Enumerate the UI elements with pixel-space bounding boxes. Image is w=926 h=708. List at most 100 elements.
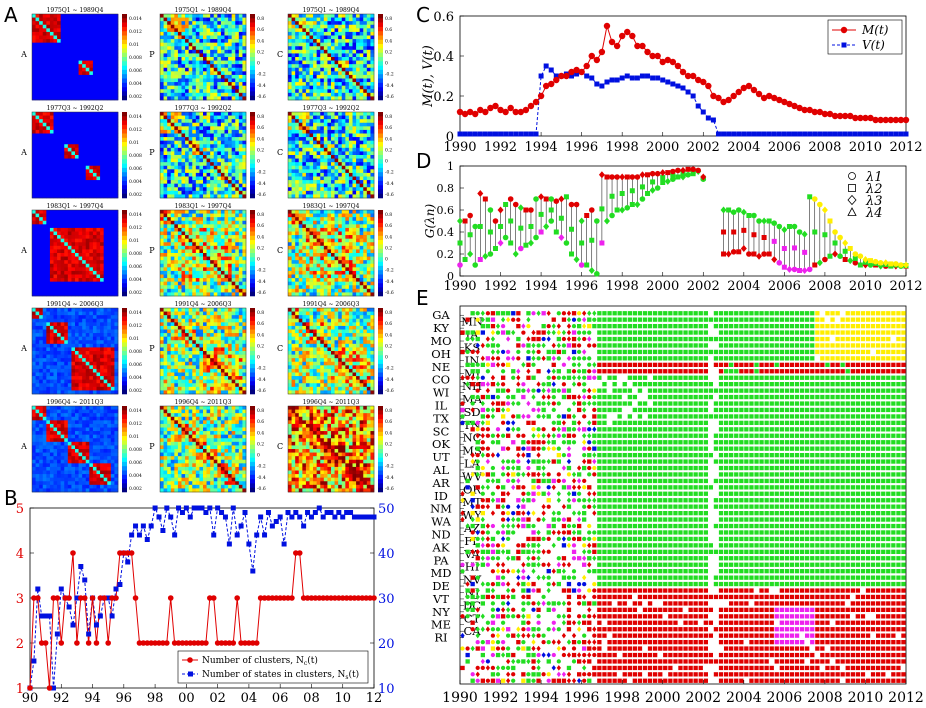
heatmap-cell	[359, 176, 364, 181]
heatmap-cell	[341, 172, 346, 177]
heatmap-cell	[316, 112, 321, 116]
heatmap-cell	[78, 224, 83, 229]
heatmap-cell	[195, 112, 200, 116]
colorbar-segment	[378, 176, 383, 182]
colorbar-segment	[378, 163, 383, 169]
heatmap-cell	[170, 165, 175, 170]
heatmap-cell	[188, 162, 193, 167]
heatmap-cell	[298, 155, 303, 159]
heatmap-cell	[64, 278, 69, 282]
colorbar-segment	[122, 14, 127, 19]
heatmap-cell	[57, 89, 61, 94]
heatmap-cell	[42, 292, 47, 297]
heatmap-cell	[89, 112, 94, 116]
heatmap-cell	[49, 115, 54, 120]
heatmap-cell	[206, 42, 211, 47]
heatmap-cell	[302, 165, 307, 170]
heatmap-cell	[181, 119, 186, 124]
heatmap-cell	[103, 231, 108, 236]
heatmap-cell	[177, 57, 182, 61]
heatmap-cell	[370, 133, 375, 138]
heatmap-cell	[192, 267, 197, 272]
heatmap-cell	[89, 180, 94, 184]
heatmap-cell	[188, 14, 193, 18]
heatmap-cell	[92, 35, 97, 40]
heatmap-cell	[323, 64, 328, 69]
heatmap-cell	[206, 249, 211, 254]
heatmap-cell	[203, 162, 207, 167]
heatmap-cell	[39, 112, 44, 116]
heatmap-cell	[57, 235, 61, 239]
colorbar-tick-label: 0.014	[129, 114, 142, 120]
heatmap-cell	[107, 67, 112, 72]
heatmap-cell	[60, 256, 65, 261]
heatmap-cell	[60, 165, 65, 170]
heatmap-cell	[114, 169, 119, 174]
heatmap-cell	[334, 137, 339, 141]
heatmap-cell	[75, 115, 79, 120]
heatmap-cell	[313, 137, 317, 141]
heatmap-cell	[107, 180, 112, 184]
heatmap-cell	[107, 24, 112, 29]
heatmap-cell	[298, 78, 303, 83]
heatmap-cell	[206, 227, 211, 232]
heatmap-cell	[316, 21, 321, 26]
heatmap-cell	[302, 28, 307, 33]
heatmap-cell	[107, 53, 112, 58]
heatmap-cell	[359, 129, 364, 134]
heatmap-cell	[199, 256, 204, 261]
heatmap-cell	[78, 270, 83, 275]
heatmap-cell	[163, 227, 168, 232]
heatmap-cell	[217, 122, 222, 127]
heatmap-cell	[75, 21, 79, 26]
heatmap-cell	[89, 224, 94, 229]
heatmap-cell	[160, 220, 164, 225]
heatmap-cell	[53, 285, 58, 290]
heatmap-cell	[352, 21, 357, 26]
heatmap-cell	[348, 158, 353, 163]
heatmap-cell	[231, 249, 236, 254]
heatmap-cell	[89, 57, 94, 61]
heatmap-cell	[238, 217, 243, 222]
heatmap-cell	[363, 21, 368, 26]
heatmap-cell	[323, 137, 328, 141]
heatmap-ylabel: C	[277, 246, 283, 255]
heatmap-cell	[305, 122, 310, 127]
heatmap-cell	[78, 158, 83, 163]
heatmap-cell	[32, 49, 36, 54]
heatmap-cell	[167, 162, 172, 167]
heatmap-cell	[341, 57, 346, 61]
heatmap-cell	[291, 85, 296, 90]
heatmap-cell	[203, 263, 207, 268]
heatmap-cell	[298, 35, 303, 40]
heatmap-cell	[348, 183, 353, 188]
heatmap-cell	[107, 85, 112, 90]
heatmap-cell	[313, 49, 317, 54]
heatmap-cell	[298, 190, 303, 195]
heatmap-cell	[46, 115, 51, 120]
heatmap-cell	[39, 285, 44, 290]
heatmap-cell	[75, 122, 79, 127]
heatmap-cell	[42, 263, 47, 268]
heatmap-cell	[92, 129, 97, 134]
heatmap-cell	[231, 144, 236, 149]
heatmap-cell	[295, 165, 300, 170]
heatmap-cell	[305, 96, 310, 101]
heatmap-cell	[338, 126, 343, 131]
heatmap-cell	[352, 24, 357, 29]
heatmap-cell	[188, 60, 193, 65]
heatmap-cell	[235, 112, 240, 116]
heatmap-cell	[177, 17, 182, 22]
heatmap-cell	[103, 92, 108, 97]
heatmap-cell	[206, 270, 211, 275]
heatmap-cell	[92, 260, 97, 265]
heatmap-cell	[96, 74, 101, 79]
heatmap-cell	[67, 187, 72, 192]
heatmap-cell	[235, 85, 240, 90]
heatmap-cell	[359, 53, 364, 58]
heatmap-cell	[231, 119, 236, 124]
heatmap-cell	[78, 172, 83, 177]
colorbar-segment	[122, 61, 127, 66]
heatmap-cell	[370, 220, 375, 225]
heatmap-cell	[348, 67, 353, 72]
